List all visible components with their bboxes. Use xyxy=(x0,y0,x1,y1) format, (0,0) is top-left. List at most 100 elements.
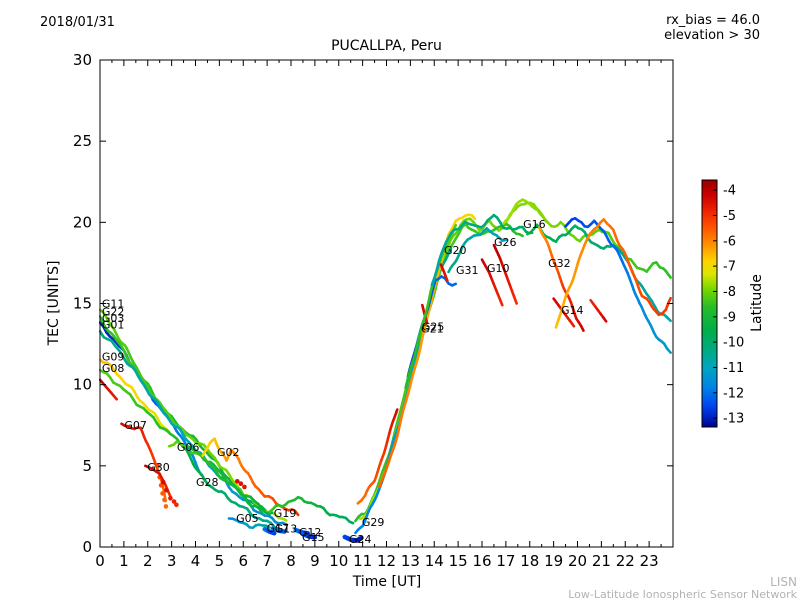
svg-text:22: 22 xyxy=(616,552,635,570)
svg-text:-7: -7 xyxy=(723,260,736,275)
series-track-late-teal xyxy=(526,223,672,323)
satellite-tracks xyxy=(99,198,672,543)
series-G24 xyxy=(342,534,364,543)
x-axis-label: Time [UT] xyxy=(352,574,422,590)
svg-text:5: 5 xyxy=(82,457,92,475)
svg-text:20: 20 xyxy=(73,213,92,231)
svg-text:G05: G05 xyxy=(236,512,259,525)
svg-text:21: 21 xyxy=(592,552,611,570)
svg-text:G06: G06 xyxy=(177,441,200,454)
svg-text:5: 5 xyxy=(215,552,225,570)
svg-text:G14: G14 xyxy=(561,304,584,317)
y-axis-label: TEC [UNITS] xyxy=(46,260,62,346)
series-G29 xyxy=(354,247,453,535)
series-red-mid-1 xyxy=(234,478,247,490)
svg-text:G13: G13 xyxy=(275,522,298,535)
axes xyxy=(99,59,674,548)
svg-text:G20: G20 xyxy=(444,244,467,257)
series-G11 xyxy=(99,308,271,517)
series-G02 xyxy=(201,437,300,517)
svg-text:G16: G16 xyxy=(523,218,546,231)
colorbar-label: Latitude xyxy=(749,274,765,332)
svg-text:16: 16 xyxy=(472,552,491,570)
svg-text:10: 10 xyxy=(329,552,348,570)
series-G31 xyxy=(447,227,508,274)
svg-text:-8: -8 xyxy=(723,285,736,300)
svg-text:G24: G24 xyxy=(349,533,372,546)
svg-text:25: 25 xyxy=(73,132,92,150)
svg-text:-13: -13 xyxy=(723,412,744,427)
svg-text:G19: G19 xyxy=(274,507,297,520)
svg-text:G28: G28 xyxy=(196,476,219,489)
series-track-late-yellow xyxy=(554,218,672,329)
elevation-note: elevation > 30 xyxy=(664,28,760,43)
svg-text:0: 0 xyxy=(82,538,92,556)
svg-text:G15: G15 xyxy=(302,531,325,544)
svg-text:G17: G17 xyxy=(267,522,290,535)
svg-text:G22: G22 xyxy=(102,305,125,318)
series-G30-scatter xyxy=(160,479,179,508)
svg-text:G02: G02 xyxy=(217,446,240,459)
svg-text:4: 4 xyxy=(191,552,201,570)
series-G28 xyxy=(184,447,281,530)
svg-text:20: 20 xyxy=(568,552,587,570)
svg-text:-6: -6 xyxy=(723,234,736,249)
svg-text:2: 2 xyxy=(143,552,153,570)
series-track-rise-orange xyxy=(356,408,399,505)
series-track-rise-yellow xyxy=(378,213,477,489)
svg-text:-9: -9 xyxy=(723,310,736,325)
svg-text:G12: G12 xyxy=(299,526,322,539)
svg-text:G26: G26 xyxy=(494,236,517,249)
plot-title: PUCALLPA, Peru xyxy=(331,38,442,54)
svg-text:G31: G31 xyxy=(456,264,479,277)
svg-text:10: 10 xyxy=(73,376,92,394)
series-red-mid-3 xyxy=(439,263,449,283)
series-G32 xyxy=(537,226,585,332)
series-G05 xyxy=(227,517,271,530)
svg-text:-11: -11 xyxy=(723,361,744,376)
svg-text:8: 8 xyxy=(286,552,296,570)
svg-text:12: 12 xyxy=(377,552,396,570)
svg-text:7: 7 xyxy=(262,552,272,570)
series-G20 xyxy=(430,213,534,287)
svg-text:G29: G29 xyxy=(362,516,385,529)
svg-text:-5: -5 xyxy=(723,209,736,224)
svg-text:18: 18 xyxy=(520,552,539,570)
svg-text:1: 1 xyxy=(119,552,129,570)
svg-text:0: 0 xyxy=(95,552,105,570)
svg-text:G10: G10 xyxy=(487,262,510,275)
svg-text:-12: -12 xyxy=(723,386,744,401)
series-G10 xyxy=(480,258,504,307)
svg-text:G07: G07 xyxy=(124,419,147,432)
svg-text:23: 23 xyxy=(640,552,659,570)
svg-text:15: 15 xyxy=(449,552,468,570)
svg-text:G25: G25 xyxy=(422,321,445,334)
svg-text:-4: -4 xyxy=(723,184,736,199)
colorbar: -4 -5 -6 -7 -8 -9 -10 -11 -12 -13 xyxy=(701,179,744,428)
watermark-abbr: LISN xyxy=(770,575,797,589)
series-track-late-redtip xyxy=(589,298,608,323)
svg-text:13: 13 xyxy=(401,552,420,570)
plot-date: 2018/01/31 xyxy=(40,15,115,30)
svg-text:G09: G09 xyxy=(102,351,125,364)
svg-text:6: 6 xyxy=(238,552,248,570)
svg-text:G08: G08 xyxy=(102,362,125,375)
svg-text:G30: G30 xyxy=(147,461,170,474)
series-G15 xyxy=(300,531,318,540)
svg-text:-10: -10 xyxy=(723,336,744,351)
svg-text:G03: G03 xyxy=(102,312,125,325)
svg-text:9: 9 xyxy=(310,552,320,570)
svg-text:G01: G01 xyxy=(102,318,125,331)
svg-text:14: 14 xyxy=(425,552,444,570)
series-G17 xyxy=(262,526,277,536)
rx-bias-note: rx_bias = 46.0 xyxy=(666,13,760,28)
watermark-name: Low-Latitude Ionospheric Sensor Network xyxy=(568,588,797,600)
svg-text:11: 11 xyxy=(353,552,372,570)
svg-text:G11: G11 xyxy=(102,298,125,311)
svg-text:G32: G32 xyxy=(548,257,571,270)
svg-text:15: 15 xyxy=(73,295,92,313)
series-G26 xyxy=(492,243,518,305)
